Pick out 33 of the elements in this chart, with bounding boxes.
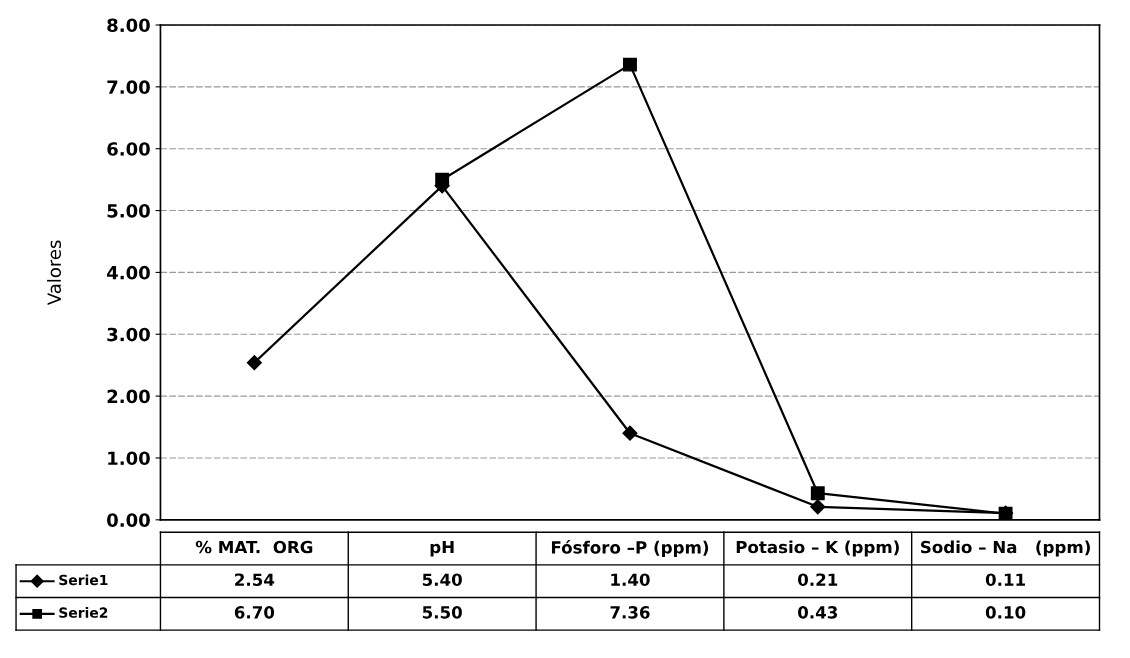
data-label: 0.43 <box>798 606 838 619</box>
y-tick-label: 6.00 <box>107 142 150 156</box>
y-tick-label: 3.00 <box>107 327 150 342</box>
data-label: 1.40 <box>611 573 650 587</box>
data-label: 7.36 <box>610 606 650 619</box>
y-tick-label: 5.00 <box>107 204 150 218</box>
point <box>810 499 826 515</box>
y-tick-label: 2.00 <box>107 389 150 404</box>
data-label: 0.21 <box>798 573 838 587</box>
text: 6.70 <box>234 606 275 619</box>
point <box>622 425 638 441</box>
data-label: 5.50 <box>422 606 462 619</box>
y-tick-label: 7.00 <box>107 80 150 94</box>
data-label: 5.40 <box>422 573 462 587</box>
point <box>623 57 637 72</box>
x-tick-label: Fósforo –P (ppm) <box>551 540 709 557</box>
x-tick-label: Sodio – Na (ppm) <box>921 540 1090 557</box>
y-tick-label: 8.00 <box>107 18 150 33</box>
legend-label: Serie1 <box>59 574 108 586</box>
data-label: 2.54 <box>235 573 275 587</box>
point <box>810 486 825 501</box>
y-tick-label: 1.00 <box>108 451 150 466</box>
legend-label: Serie2 <box>59 607 108 618</box>
x-tick-label: % MAT. ORG <box>195 540 313 554</box>
y-tick-label: 0.00 <box>107 513 150 527</box>
y-tick-label: 4.00 <box>107 265 150 280</box>
x-tick-label: Potasio – K (ppm) <box>736 540 899 557</box>
data-label: 0.10 <box>985 606 1026 619</box>
point <box>435 172 450 187</box>
point <box>246 355 262 371</box>
y-axis-title: Valores <box>47 240 62 306</box>
x-tick-label: pH <box>430 540 454 557</box>
data-label: 0.11 <box>985 573 1025 587</box>
